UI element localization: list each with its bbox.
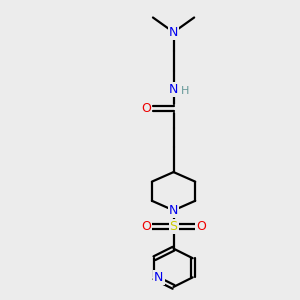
Text: N: N [169,83,178,96]
Text: H: H [181,86,189,96]
Text: O: O [196,220,206,233]
Text: O: O [141,220,151,233]
Text: N: N [154,271,164,284]
Text: S: S [169,220,178,233]
Text: O: O [142,102,152,115]
Text: N: N [169,204,178,217]
Text: N: N [169,26,178,39]
